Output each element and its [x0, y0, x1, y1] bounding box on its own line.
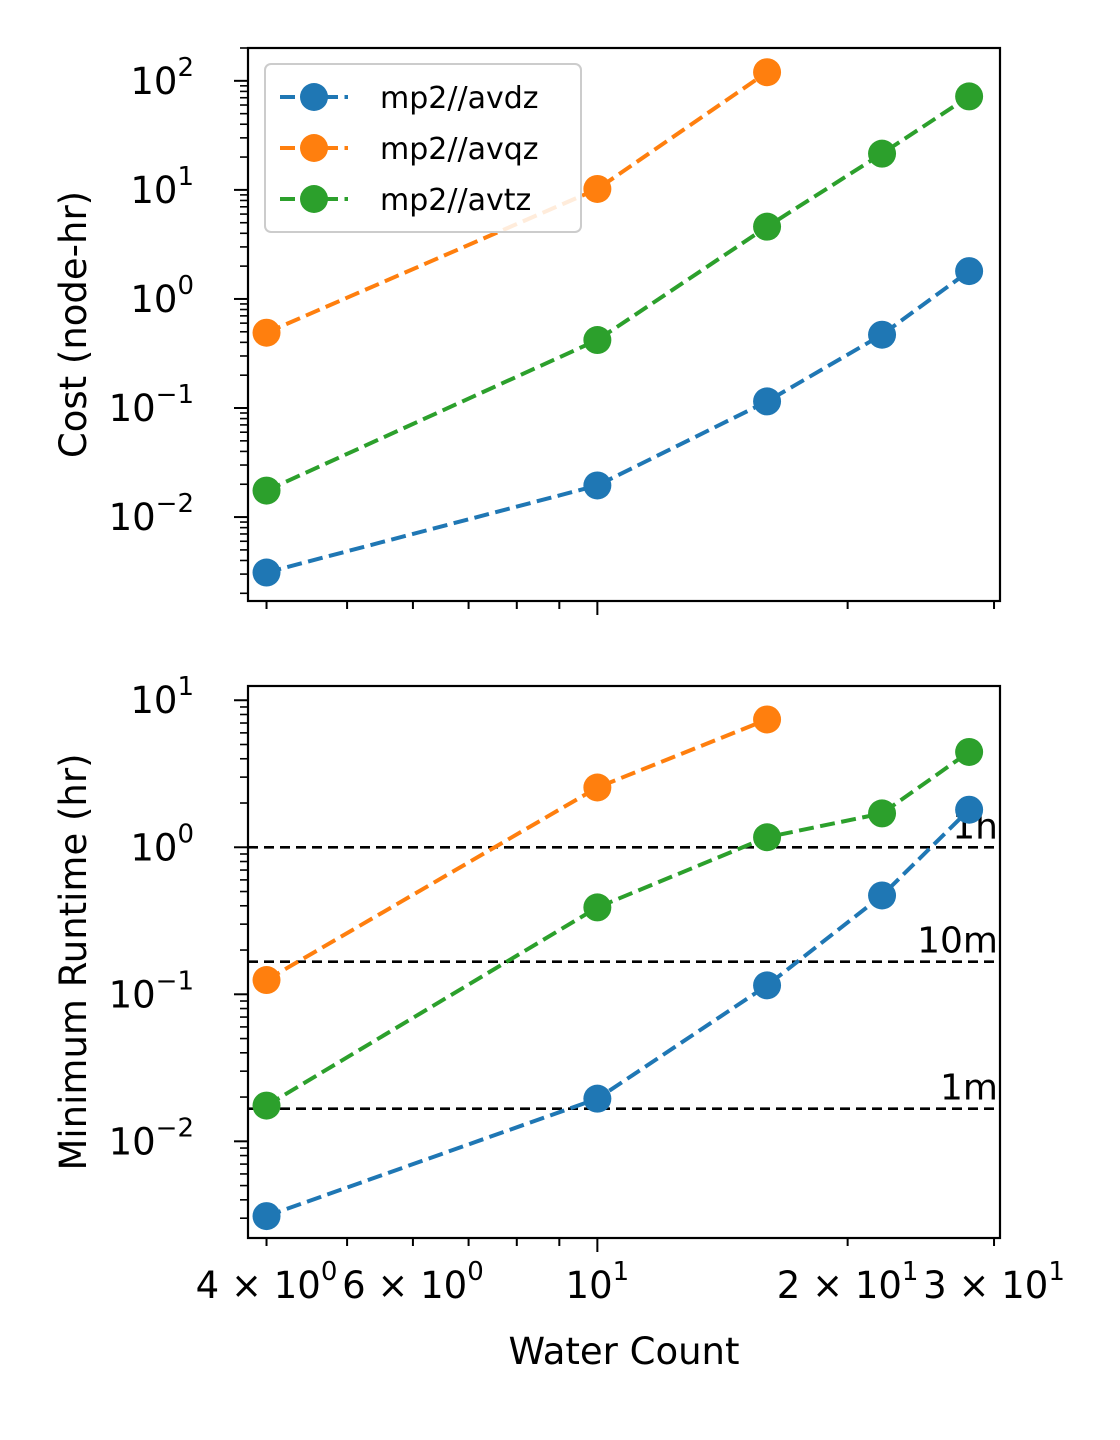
x-axis-label: Water Count — [508, 1330, 739, 1373]
y-tick-label-1: 10−1 — [109, 966, 194, 1016]
y-tick-label-0: 10−2 — [109, 1113, 194, 1163]
data-point-mp2//avdz-2 — [753, 971, 782, 1000]
y-axis-label: Cost (node-hr) — [52, 191, 95, 458]
x-tick-label-1: 6 × 100 — [342, 1257, 484, 1307]
legend-marker-mp2//avtz — [300, 185, 328, 213]
legend-box — [264, 63, 582, 233]
x-tick-label-2: 101 — [566, 1257, 630, 1307]
data-point-mp2//avtz-4 — [955, 82, 984, 111]
data-point-mp2//avqz-1 — [583, 773, 612, 802]
legend-label-mp2//avqz: mp2//avqz — [380, 132, 539, 167]
data-point-mp2//avtz-2 — [753, 823, 782, 852]
data-point-mp2//avtz-1 — [583, 326, 612, 355]
series-line-mp2//avtz — [265, 750, 971, 1108]
data-point-mp2//avtz-3 — [868, 139, 897, 168]
x-tick-label-3: 2 × 101 — [777, 1257, 919, 1307]
data-point-mp2//avtz-2 — [753, 212, 782, 241]
x-tick-label-0: 4 × 100 — [196, 1257, 338, 1307]
legend: mp2//avdz mp2//avqz mp2//avtz — [264, 63, 582, 233]
data-point-mp2//avtz-4 — [955, 737, 984, 766]
legend-marker-mp2//avdz — [300, 83, 328, 111]
data-point-mp2//avtz-0 — [252, 1091, 281, 1120]
reference-label-1m: 1m — [940, 1068, 998, 1109]
data-point-mp2//avtz-0 — [252, 476, 281, 505]
data-point-mp2//avqz-0 — [252, 966, 281, 995]
data-point-mp2//avqz-1 — [583, 174, 612, 203]
series-line-mp2//avqz — [265, 717, 768, 982]
y-tick-label-2: 100 — [130, 271, 194, 321]
cost-panel: 10−2 10−1 100 101 102 Cost (node-hr) mp2//avdz… — [52, 46, 1002, 615]
data-point-mp2//avqz-2 — [753, 58, 782, 87]
axes-frame — [246, 46, 1002, 603]
data-point-mp2//avtz-3 — [868, 799, 897, 828]
y-tick-label-3: 101 — [130, 162, 194, 212]
y-tick-label-3: 101 — [130, 672, 194, 722]
axes-frame — [246, 684, 1002, 1240]
series-line-mp2//avqz — [265, 70, 769, 335]
data-point-mp2//avdz-3 — [868, 320, 897, 349]
data-point-mp2//avdz-0 — [252, 1202, 281, 1231]
x-tick-label-4: 3 × 101 — [923, 1257, 1065, 1307]
data-point-mp2//avdz-0 — [252, 558, 281, 587]
y-tick-label-1: 10−1 — [109, 380, 194, 430]
data-point-mp2//avqz-2 — [753, 705, 782, 734]
legend-marker-mp2//avqz — [300, 134, 328, 162]
data-point-mp2//avdz-3 — [868, 881, 897, 910]
data-point-mp2//avdz-4 — [955, 257, 984, 286]
y-tick-label-2: 100 — [130, 819, 194, 869]
data-point-mp2//avdz-4 — [955, 795, 984, 824]
y-tick-label-0: 10−2 — [109, 489, 194, 539]
legend-label-mp2//avtz: mp2//avtz — [380, 183, 531, 218]
y-axis-label: Minimum Runtime (hr) — [52, 753, 95, 1170]
data-point-mp2//avdz-1 — [583, 471, 612, 500]
data-point-mp2//avdz-2 — [753, 387, 782, 416]
data-point-mp2//avtz-1 — [583, 893, 612, 922]
reference-label-10m: 10m — [917, 921, 998, 962]
legend-label-mp2//avdz: mp2//avdz — [380, 81, 539, 116]
data-point-mp2//avdz-1 — [583, 1084, 612, 1113]
data-point-mp2//avqz-0 — [252, 318, 281, 347]
series-line-mp2//avdz — [265, 269, 971, 575]
y-tick-label-4: 102 — [130, 53, 194, 103]
series-line-mp2//avdz — [265, 808, 971, 1218]
